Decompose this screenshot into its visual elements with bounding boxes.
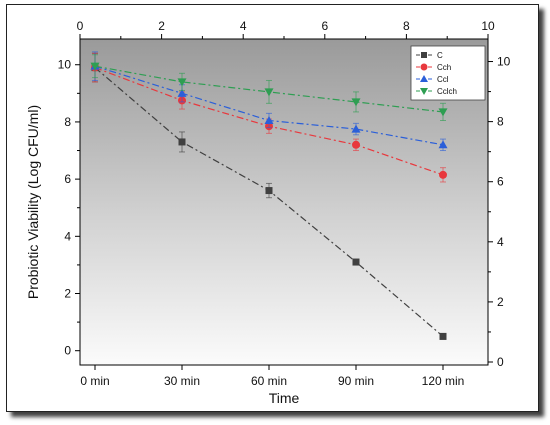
chart-svg: 0 min 30 min 60 min 90 min 120 min 0 2 4 6 8 10 0 2 4… (25, 19, 511, 406)
data-point-cclch (264, 88, 274, 97)
x-tick-label: 90 min (338, 374, 374, 388)
data-point-cclch (90, 62, 100, 71)
data-point-c (352, 258, 360, 266)
data-point-ccl (177, 88, 187, 97)
data-point-cclch (438, 108, 448, 117)
chart-frame: 0 min 30 min 60 min 90 min 120 min 0 2 4 6 8 10 0 2 4… (6, 4, 539, 412)
data-point-cch (439, 170, 447, 179)
top-x-tick-label: 4 (240, 19, 247, 33)
legend-label: Ccl (437, 75, 449, 84)
top-x-tick-label: 6 (321, 19, 328, 33)
x-axis-title: Time (269, 390, 300, 406)
right-y-tick-label: 0 (497, 355, 504, 369)
y-tick-label: 8 (64, 115, 71, 129)
legend-label: C (437, 51, 443, 60)
data-point-c (439, 332, 447, 340)
data-point-cch (352, 140, 360, 149)
legend-marker (420, 75, 428, 82)
y-axis-title: Probiotic Viability (Log CFU/ml) (25, 105, 41, 299)
data-point-cclch (177, 78, 187, 87)
legend-marker (420, 63, 428, 71)
legend-label: Cch (437, 63, 451, 72)
x-tick-label: 60 min (251, 374, 287, 388)
y-tick-label: 10 (58, 58, 72, 72)
top-x-tick-label: 10 (481, 19, 495, 33)
data-point-c (178, 138, 186, 146)
y-tick-label: 2 (64, 287, 71, 301)
top-x-tick-label: 2 (158, 19, 165, 33)
y-tick-label: 0 (64, 344, 71, 358)
data-point-ccl (351, 124, 361, 133)
y-tick-label: 4 (64, 229, 71, 243)
x-tick-label: 120 min (422, 374, 465, 388)
right-y-tick-label: 2 (497, 295, 504, 309)
data-point-ccl (438, 140, 448, 149)
right-y-tick-label: 10 (497, 55, 511, 69)
right-y-tick-label: 4 (497, 235, 504, 249)
legend-marker (420, 88, 428, 95)
top-x-tick-label: 8 (403, 19, 410, 33)
right-y-tick-label: 8 (497, 115, 504, 129)
x-tick-label: 30 min (164, 374, 200, 388)
x-tick-label: 0 min (80, 374, 109, 388)
data-point-c (265, 187, 273, 195)
legend-label: Cclch (437, 87, 457, 96)
data-point-cclch (351, 98, 361, 107)
y-tick-label: 6 (64, 172, 71, 186)
data-point-ccl (264, 116, 274, 124)
top-x-tick-label: 0 (77, 19, 84, 33)
right-y-tick-label: 6 (497, 175, 504, 189)
legend-marker (421, 52, 427, 58)
